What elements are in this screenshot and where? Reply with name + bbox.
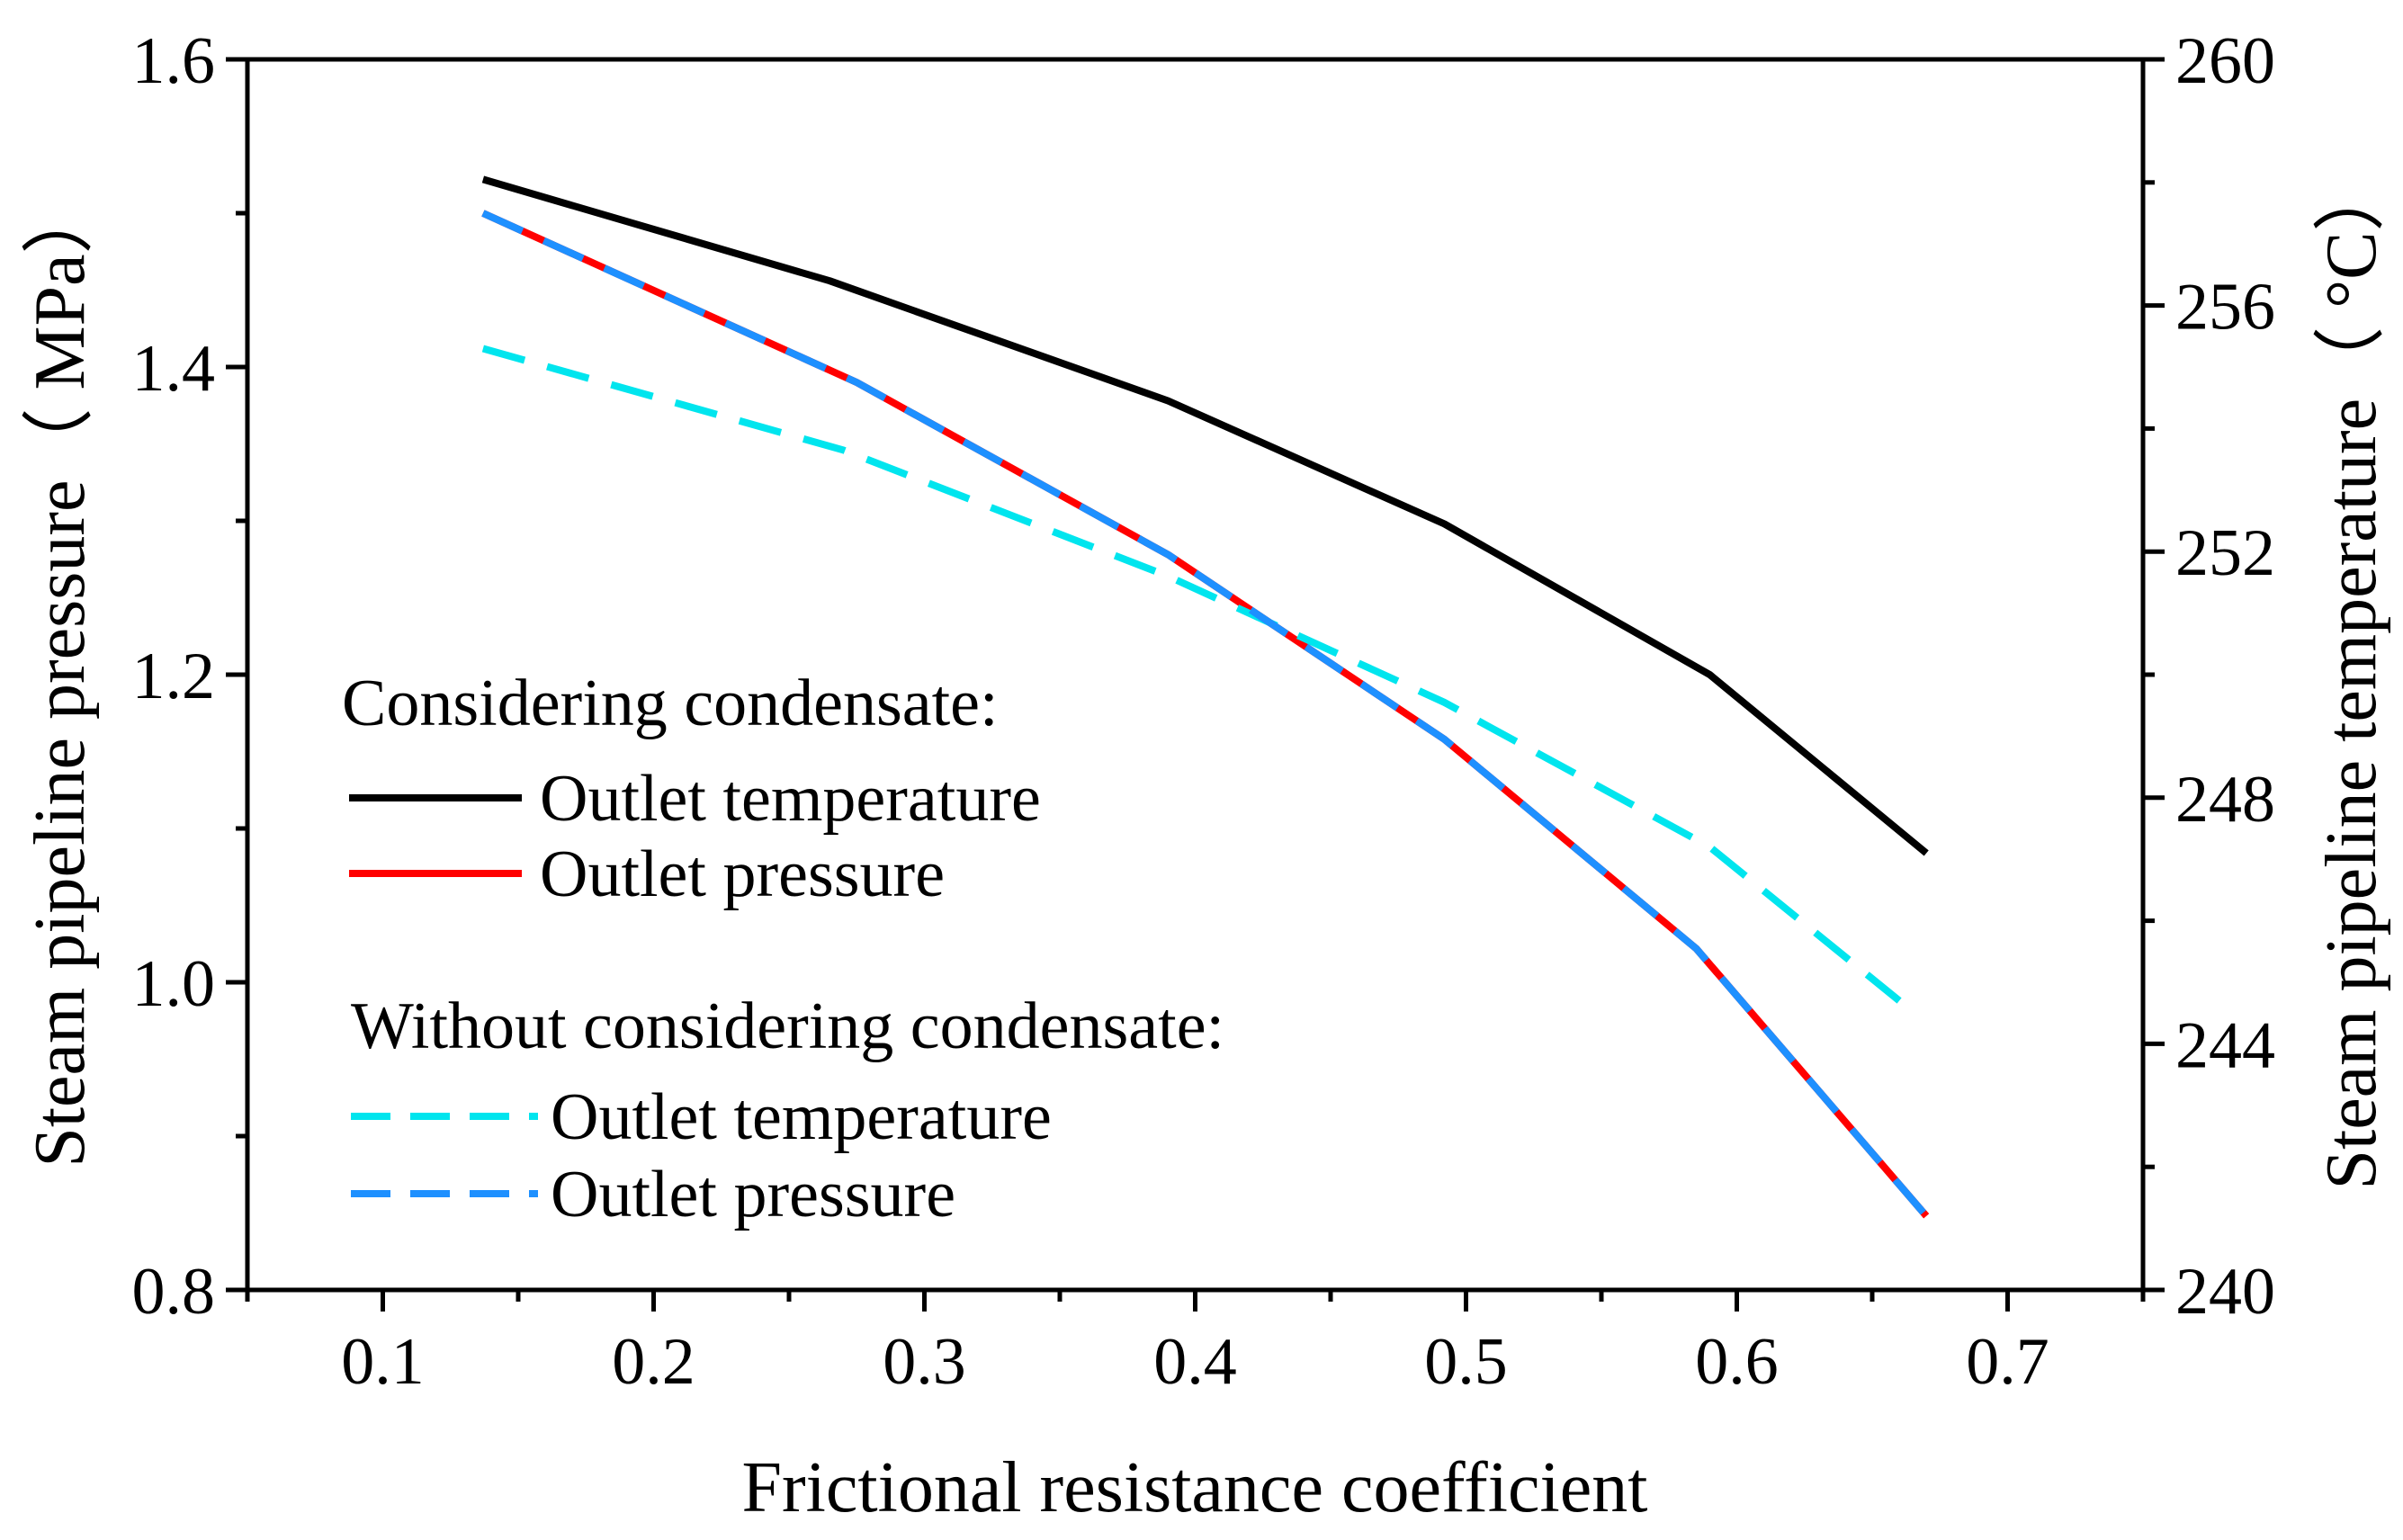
x-tick-label: 0.7 — [1966, 1325, 2049, 1399]
legend-group1-title: Considering condensate: — [342, 667, 999, 740]
y-right-tick-label: 244 — [2175, 1008, 2275, 1082]
y-left-tick-label: 1.2 — [132, 640, 216, 713]
legend: Considering condensate: Outlet temperatu… — [342, 667, 1224, 1231]
y-left-tick-label: 1.4 — [132, 332, 216, 406]
series-layer — [481, 175, 1930, 1219]
y-left-tick-label: 1.0 — [132, 947, 216, 1021]
y-left-tick-label: 1.6 — [132, 24, 216, 98]
legend-label-considering-pressure: Outlet pressure — [540, 837, 945, 911]
x-axis-title: Frictional resistance coefficient — [742, 1448, 1648, 1527]
legend-label-without-pressure: Outlet pressure — [551, 1158, 955, 1231]
y-right-tick-label: 248 — [2175, 763, 2275, 837]
y-left-tick-label: 0.8 — [132, 1255, 216, 1329]
legend-label-considering-temperature: Outlet temperature — [540, 762, 1041, 836]
x-tick-label: 0.3 — [883, 1325, 966, 1399]
x-tick-label: 0.4 — [1153, 1325, 1237, 1399]
plot-frame — [245, 57, 2146, 1293]
y-axis-left-title: Steam pipeline pressure（ MPa） — [21, 182, 100, 1167]
y-right-tick-label: 260 — [2175, 24, 2275, 98]
x-tick-label: 0.2 — [612, 1325, 695, 1399]
series-without-outlet-pressure — [481, 210, 1930, 1219]
legend-label-without-temperature: Outlet temperature — [551, 1080, 1052, 1154]
y-axis-right-title: Steam pipeline temperature（ °C） — [2312, 160, 2391, 1190]
series-considering-outlet-temperature — [481, 175, 1929, 856]
tick-labels: 0.1 0.2 0.3 0.4 0.5 0.6 0.7 0.8 1.0 1.2 1.4 1.6 240 2… — [132, 24, 2276, 1399]
series-without-outlet-temperature — [481, 345, 1902, 1004]
legend-group2-title: Without considering condensate: — [351, 989, 1224, 1063]
y-right-tick-label: 240 — [2175, 1255, 2275, 1329]
y-right-tick-label: 252 — [2175, 516, 2275, 590]
y-right-tick-label: 256 — [2175, 271, 2275, 345]
x-tick-label: 0.5 — [1424, 1325, 1508, 1399]
x-tick-label: 0.6 — [1695, 1325, 1779, 1399]
x-tick-label: 0.1 — [341, 1325, 425, 1399]
